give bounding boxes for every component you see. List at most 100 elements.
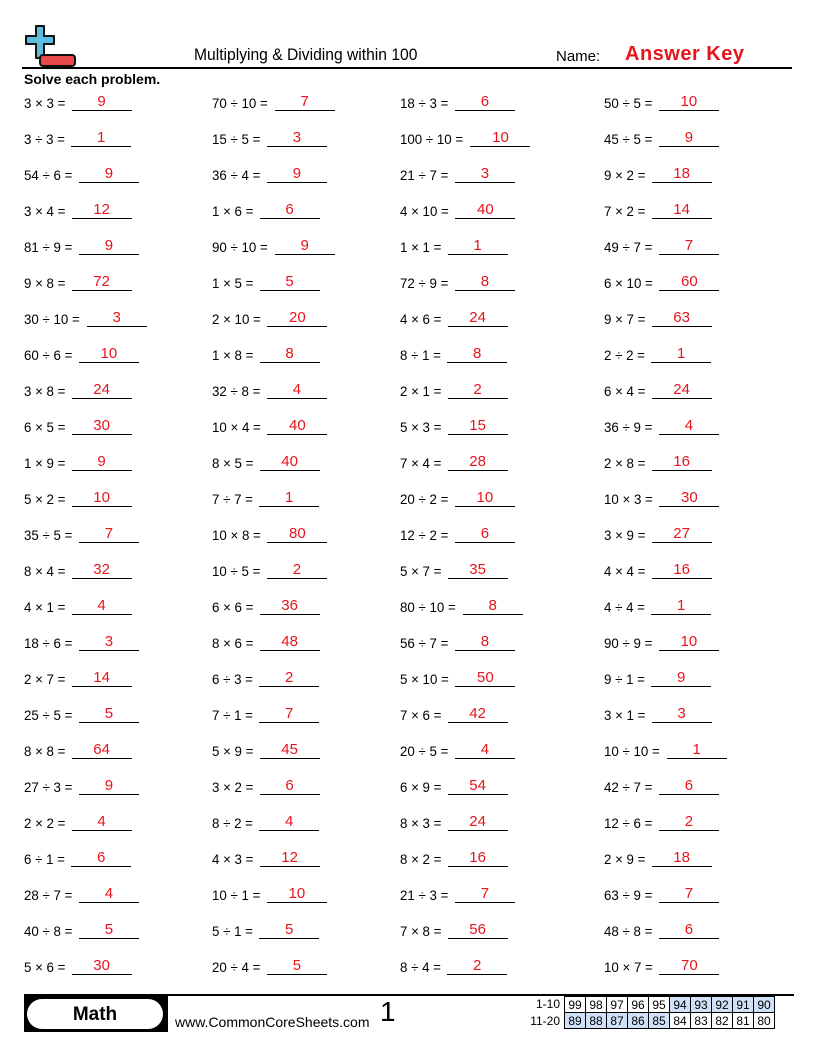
answer-blank[interactable]: 3 — [78, 633, 139, 651]
answer-blank[interactable]: 60 — [659, 273, 720, 291]
answer-blank[interactable]: 14 — [651, 201, 712, 219]
answer-blank[interactable]: 1 — [259, 489, 320, 507]
answer-blank[interactable]: 30 — [71, 417, 132, 435]
answer-blank[interactable]: 5 — [266, 957, 327, 975]
answer-blank[interactable]: 6 — [71, 849, 132, 867]
answer-blank[interactable]: 5 — [78, 921, 139, 939]
answer-blank[interactable]: 1 — [447, 237, 508, 255]
answer-blank[interactable]: 9 — [78, 237, 139, 255]
answer-blank[interactable]: 2 — [259, 669, 320, 687]
answer-blank[interactable]: 4 — [658, 417, 719, 435]
answer-blank[interactable]: 24 — [71, 381, 132, 399]
answer-blank[interactable]: 9 — [71, 453, 132, 471]
answer-blank[interactable]: 2 — [447, 381, 508, 399]
answer-blank[interactable]: 50 — [455, 669, 516, 687]
answer-blank[interactable]: 16 — [651, 561, 712, 579]
answer-blank[interactable]: 42 — [447, 705, 508, 723]
answer-blank[interactable]: 1 — [666, 741, 727, 759]
answer-blank[interactable]: 10 — [266, 885, 327, 903]
answer-blank[interactable]: 10 — [470, 129, 531, 147]
answer-blank[interactable]: 18 — [651, 165, 712, 183]
answer-blank[interactable]: 10 — [658, 633, 719, 651]
answer-blank[interactable]: 12 — [259, 849, 320, 867]
answer-blank[interactable]: 18 — [651, 849, 712, 867]
answer-blank[interactable]: 6 — [658, 777, 719, 795]
answer-blank[interactable]: 30 — [659, 489, 720, 507]
answer-blank[interactable]: 9 — [274, 237, 335, 255]
answer-blank[interactable]: 5 — [259, 921, 320, 939]
answer-blank[interactable]: 12 — [71, 201, 132, 219]
answer-blank[interactable]: 16 — [447, 849, 508, 867]
answer-blank[interactable]: 56 — [447, 921, 508, 939]
answer-blank[interactable]: 24 — [447, 309, 508, 327]
answer-blank[interactable]: 6 — [259, 201, 320, 219]
answer-blank[interactable]: 7 — [259, 705, 320, 723]
answer-blank[interactable]: 4 — [71, 813, 132, 831]
answer-blank[interactable]: 1 — [71, 129, 132, 147]
answer-blank[interactable]: 10 — [454, 489, 515, 507]
answer-blank[interactable]: 10 — [71, 489, 132, 507]
answer-blank[interactable]: 8 — [462, 597, 523, 615]
answer-blank[interactable]: 6 — [454, 525, 515, 543]
answer-blank[interactable]: 9 — [71, 93, 132, 111]
answer-blank[interactable]: 24 — [651, 381, 712, 399]
answer-blank[interactable]: 54 — [447, 777, 508, 795]
answer-blank[interactable]: 1 — [651, 345, 712, 363]
answer-blank[interactable]: 35 — [447, 561, 508, 579]
answer-blank[interactable]: 7 — [658, 237, 719, 255]
answer-blank[interactable]: 40 — [259, 453, 320, 471]
answer-blank[interactable]: 7 — [658, 885, 719, 903]
answer-blank[interactable]: 7 — [78, 525, 139, 543]
answer-blank[interactable]: 32 — [71, 561, 132, 579]
answer-blank[interactable]: 36 — [259, 597, 320, 615]
answer-blank[interactable]: 9 — [266, 165, 327, 183]
answer-blank[interactable]: 3 — [651, 705, 712, 723]
answer-blank[interactable]: 3 — [266, 129, 327, 147]
answer-blank[interactable]: 40 — [267, 417, 328, 435]
answer-blank[interactable]: 5 — [78, 705, 139, 723]
answer-blank[interactable]: 4 — [78, 885, 139, 903]
answer-blank[interactable]: 4 — [454, 741, 515, 759]
answer-blank[interactable]: 1 — [651, 597, 712, 615]
answer-blank[interactable]: 16 — [651, 453, 712, 471]
answer-blank[interactable]: 5 — [259, 273, 320, 291]
answer-blank[interactable]: 6 — [454, 93, 515, 111]
answer-blank[interactable]: 2 — [266, 561, 327, 579]
answer-blank[interactable]: 4 — [266, 381, 327, 399]
answer-blank[interactable]: 15 — [447, 417, 508, 435]
answer-blank[interactable]: 9 — [658, 129, 719, 147]
answer-blank[interactable]: 28 — [447, 453, 508, 471]
answer-blank[interactable]: 2 — [447, 957, 508, 975]
answer-blank[interactable]: 48 — [259, 633, 320, 651]
answer-blank[interactable]: 72 — [71, 273, 132, 291]
answer-blank[interactable]: 20 — [267, 309, 328, 327]
answer-blank[interactable]: 9 — [651, 669, 712, 687]
answer-blank[interactable]: 9 — [78, 165, 139, 183]
answer-blank[interactable]: 8 — [454, 633, 515, 651]
answer-blank[interactable]: 10 — [658, 93, 719, 111]
answer-blank[interactable]: 6 — [259, 777, 320, 795]
answer-blank[interactable]: 40 — [455, 201, 516, 219]
answer-blank[interactable]: 8 — [447, 345, 508, 363]
answer-blank[interactable]: 9 — [78, 777, 139, 795]
answer-blank[interactable]: 4 — [71, 597, 132, 615]
answer-blank[interactable]: 4 — [259, 813, 320, 831]
answer-blank[interactable]: 2 — [658, 813, 719, 831]
answer-blank[interactable]: 64 — [71, 741, 132, 759]
answer-blank[interactable]: 70 — [659, 957, 720, 975]
answer-blank[interactable]: 3 — [454, 165, 515, 183]
answer-blank[interactable]: 10 — [78, 345, 139, 363]
answer-blank[interactable]: 24 — [447, 813, 508, 831]
answer-blank[interactable]: 45 — [259, 741, 320, 759]
answer-blank[interactable]: 27 — [651, 525, 712, 543]
answer-blank[interactable]: 3 — [86, 309, 147, 327]
answer-blank[interactable]: 30 — [71, 957, 132, 975]
answer-blank[interactable]: 63 — [651, 309, 712, 327]
answer-blank[interactable]: 8 — [259, 345, 320, 363]
answer-blank[interactable]: 6 — [658, 921, 719, 939]
answer-blank[interactable]: 7 — [274, 93, 335, 111]
answer-blank[interactable]: 8 — [454, 273, 515, 291]
answer-blank[interactable]: 7 — [454, 885, 515, 903]
answer-blank[interactable]: 80 — [267, 525, 328, 543]
answer-blank[interactable]: 14 — [71, 669, 132, 687]
